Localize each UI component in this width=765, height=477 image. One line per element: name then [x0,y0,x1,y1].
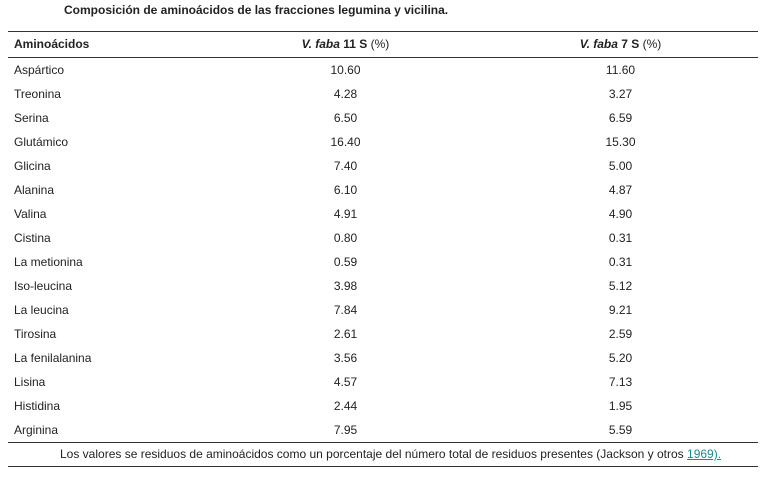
footnote: Los valores se residuos de aminoácidos c… [8,442,758,467]
vfaba-11s-value-cell: 7.84 [333,303,358,317]
reference-link-1969[interactable]: 1969). [687,447,722,461]
header-row: Aminoácidos V. faba 11 S (%) V. faba 7 S… [8,31,758,58]
vfaba-11s-value-cell: 7.95 [208,418,483,443]
table-caption: Composición de aminoácidos de las fracci… [64,3,449,17]
vfaba-11s-value-cell: 6.10 [333,183,358,197]
vfaba-7s-value-cell: 0.31 [608,255,633,269]
aminoacid-name-cell: Histidina [14,399,61,413]
aminoacid-name-cell: Alanina [14,183,55,197]
vfaba-7s-value-cell: 5.00 [608,159,633,173]
aminoacid-name-cell: Treonina [14,87,61,101]
vfaba-7s-value-cell: 7.13 [608,375,633,389]
vfaba-11s-value-cell: 10.60 [330,63,361,77]
table-row: Glutámico 16.40 15.30 [8,130,758,154]
table-row: Arginina 7.95 5.59 [8,418,758,443]
vfaba-7s-value-cell: 3.27 [608,87,633,101]
aminoacid-name-cell: Aspártico [14,63,65,77]
vfaba-11s-value-cell: 4.57 [333,375,358,389]
aminoacid-name-cell: Arginina [8,418,208,443]
header-vfaba-7s: V. faba 7 S (%) [483,32,758,58]
header-aminoacids: Aminoácidos [14,37,90,51]
header-vfaba-11s-fraction: 11 S [343,37,368,51]
vfaba-7s-value-cell: 5.59 [483,418,758,443]
table-header: Aminoácidos V. faba 11 S (%) V. faba 7 S… [8,31,758,58]
amino-acid-table-container: Aminoácidos V. faba 11 S (%) V. faba 7 S… [8,31,758,467]
table-row: La fenilalanina 3.56 5.20 [8,346,758,370]
table-row: Histidina 2.44 1.95 [8,394,758,418]
vfaba-7s-value-cell: 5.12 [608,279,633,293]
table-row: Valina 4.91 4.90 [8,202,758,226]
vfaba-7s-value-cell: 5.20 [608,351,633,365]
vfaba-7s-value-cell: 0.31 [608,231,633,245]
table-row: Iso-leucina 3.98 5.12 [8,274,758,298]
table-row: Aspártico 10.60 11.60 [8,58,758,83]
aminoacid-name-cell: Valina [14,207,47,221]
header-vfaba-11s: V. faba 11 S (%) [208,32,483,58]
vfaba-7s-value-cell: 11.60 [605,63,636,77]
vfaba-11s-value-cell: 2.44 [333,399,358,413]
aminoacid-name-cell: La fenilalanina [14,351,92,365]
vfaba-11s-value-cell: 4.91 [333,207,358,221]
vfaba-7s-value-cell: 15.30 [605,135,636,149]
header-vfaba-11s-species: V. faba [301,37,340,51]
vfaba-11s-value-cell: 3.56 [333,351,358,365]
aminoacid-name-cell: La metionina [14,255,83,269]
aminoacid-name-cell: La leucina [14,303,69,317]
header-vfaba-11s-unit: (%) [370,37,390,51]
table-row: Cistina 0.80 0.31 [8,226,758,250]
table-row: Treonina 4.28 3.27 [8,82,758,106]
vfaba-11s-value-cell: 6.50 [333,111,358,125]
aminoacid-name-cell: Lisina [14,375,46,389]
aminoacid-name-cell: Cistina [14,231,51,245]
vfaba-11s-value-cell: 3.98 [333,279,358,293]
vfaba-7s-value-cell: 2.59 [608,327,633,341]
table-footer: Los valores se residuos de aminoácidos c… [8,442,758,467]
aminoacid-name-cell: Serina [14,111,49,125]
header-vfaba-7s-unit: (%) [642,37,662,51]
table-row: Alanina 6.10 4.87 [8,178,758,202]
aminoacid-name-cell: Glicina [14,159,51,173]
amino-acid-table: Aminoácidos V. faba 11 S (%) V. faba 7 S… [8,31,758,467]
vfaba-7s-value-cell: 9.21 [608,303,633,317]
vfaba-7s-value-cell: 4.90 [608,207,633,221]
vfaba-11s-value-cell: 0.59 [333,255,358,269]
vfaba-11s-value-cell: 0.80 [333,231,358,245]
table-row: La leucina 7.84 9.21 [8,298,758,322]
footnote-row: Los valores se residuos de aminoácidos c… [8,442,758,467]
vfaba-11s-value-cell: 7.40 [333,159,358,173]
aminoacid-name-cell: Tirosina [14,327,57,341]
table-row: La metionina 0.59 0.31 [8,250,758,274]
vfaba-7s-value-cell: 4.87 [608,183,633,197]
table-row: Serina 6.50 6.59 [8,106,758,130]
table-row: Tirosina 2.61 2.59 [8,322,758,346]
vfaba-11s-value-cell: 16.40 [330,135,361,149]
table-row: Lisina 4.57 7.13 [8,370,758,394]
table-body: Aspártico 10.60 11.60 Treonina 4.28 3.27 Serin… [8,58,758,443]
footnote-text: Los valores se residuos de aminoácidos c… [60,447,688,461]
aminoacid-name-cell: Iso-leucina [14,279,73,293]
vfaba-11s-value-cell: 4.28 [333,87,358,101]
header-vfaba-7s-species: V. faba [579,37,618,51]
vfaba-7s-value-cell: 1.95 [608,399,633,413]
vfaba-7s-value-cell: 6.59 [608,111,633,125]
vfaba-11s-value-cell: 2.61 [333,327,358,341]
table-row: Glicina 7.40 5.00 [8,154,758,178]
aminoacid-name-cell: Glutámico [14,135,69,149]
header-vfaba-7s-fraction: 7 S [621,37,640,51]
